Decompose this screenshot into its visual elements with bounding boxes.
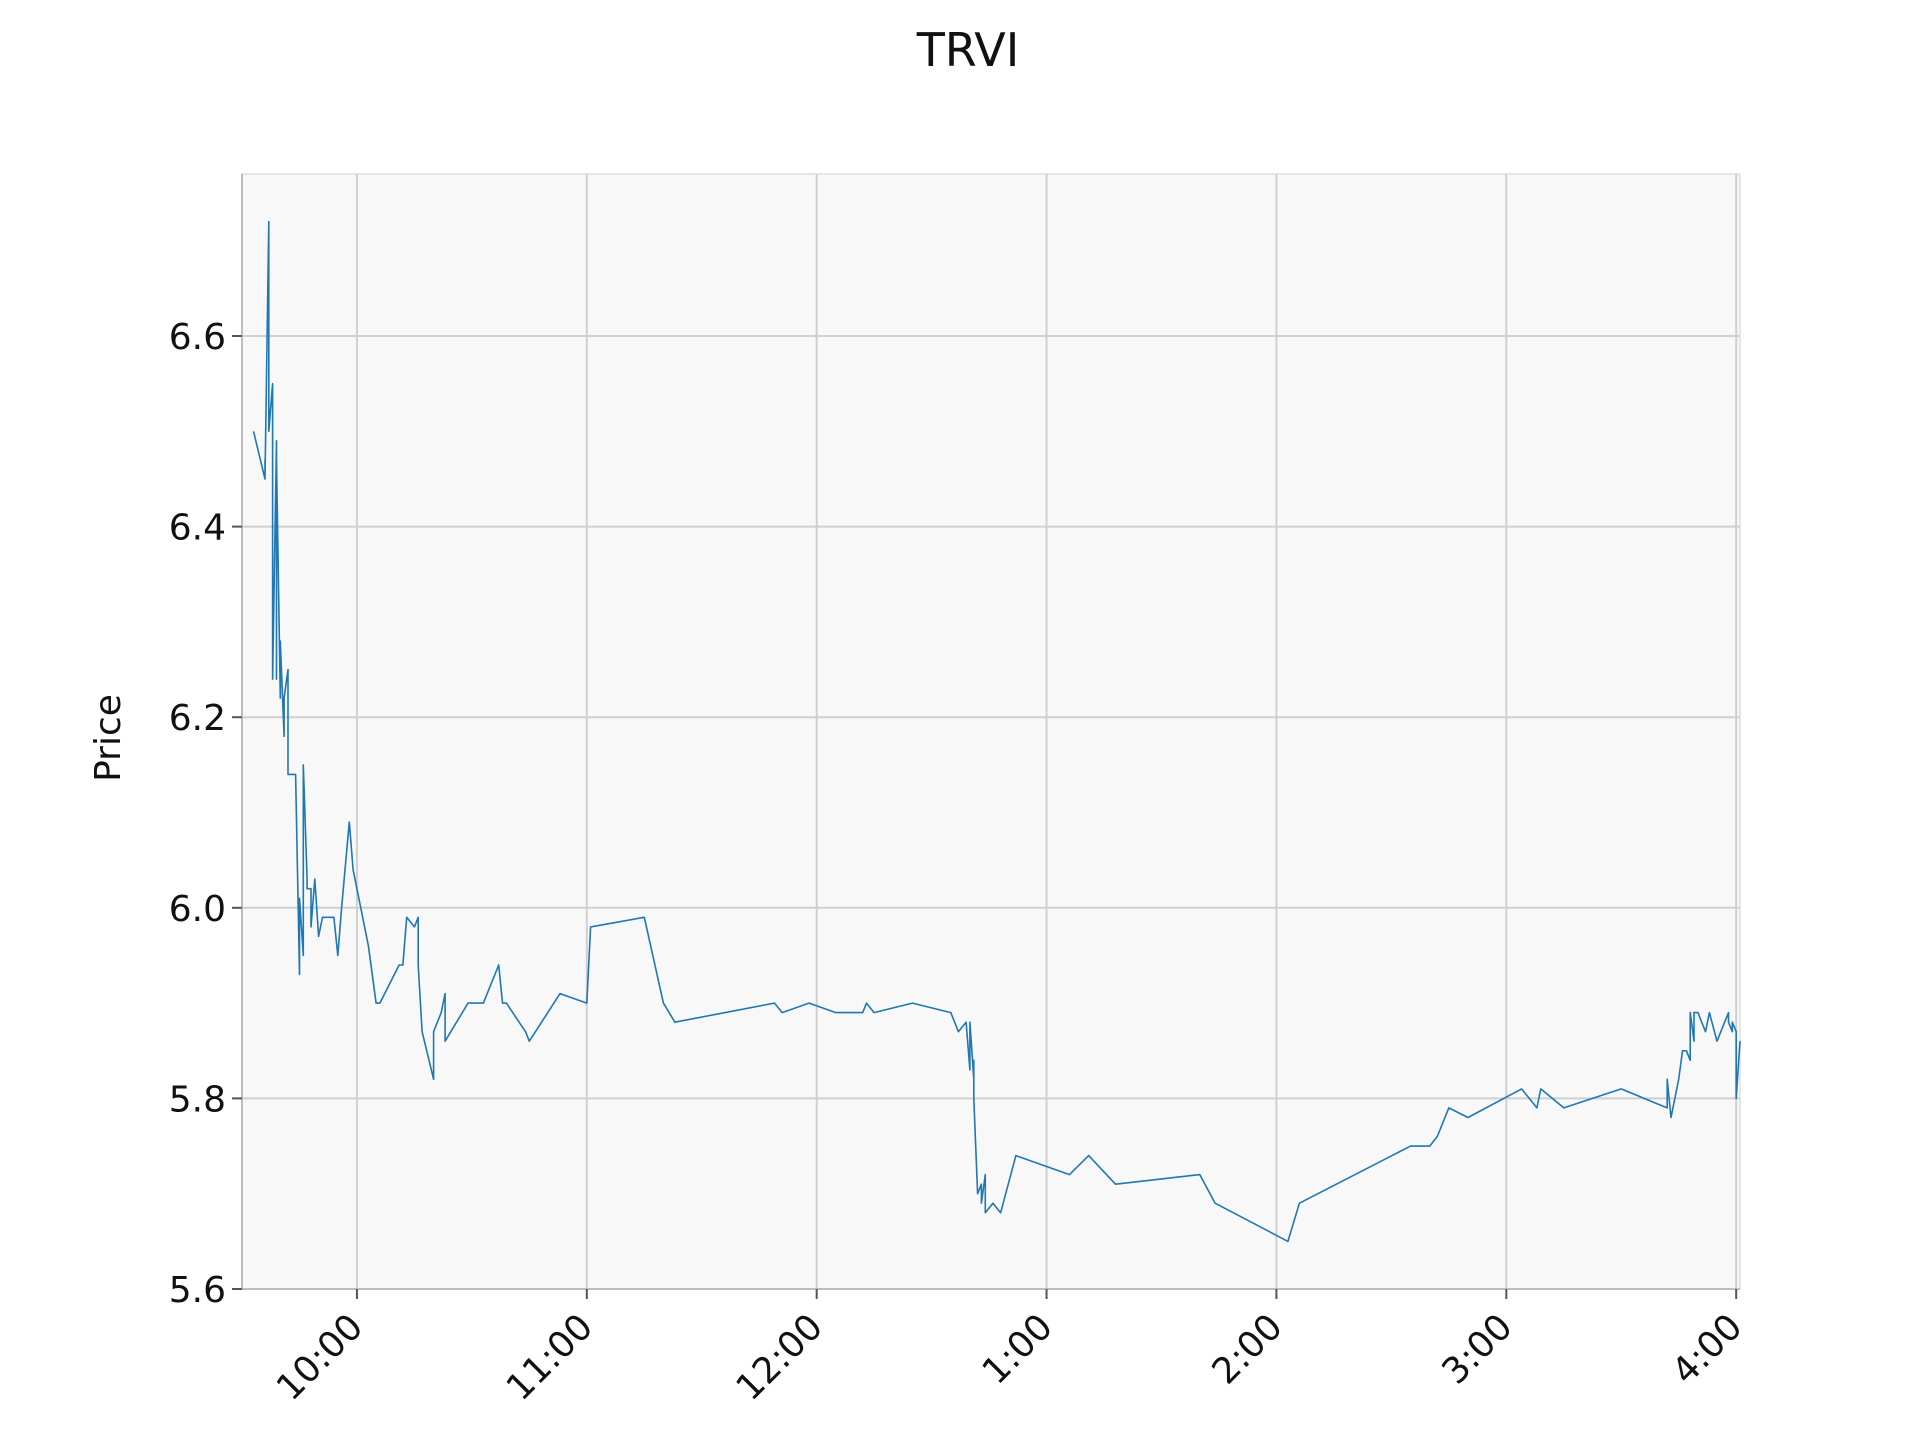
- y-axis-label: Price: [88, 694, 129, 782]
- x-tick-label: 3:00: [1435, 1306, 1521, 1392]
- y-tick-label: 6.4: [169, 508, 226, 549]
- chart-title: TRVI: [916, 23, 1020, 77]
- x-tick-label: 10:00: [269, 1306, 371, 1408]
- x-tick-label: 12:00: [729, 1306, 831, 1408]
- grid: [242, 174, 1740, 1290]
- y-tick-label: 6.2: [169, 698, 226, 739]
- x-tick-label: 2:00: [1205, 1306, 1291, 1392]
- y-tick-label: 5.8: [169, 1079, 226, 1120]
- y-tick-label: 5.6: [169, 1270, 226, 1311]
- y-axis-ticks: 5.6 5.8 6.0 6.2 6.4 6.6: [169, 317, 242, 1311]
- x-axis-ticks: 10:00 11:00 12:00 1:00 2:00 3:00 4:00: [269, 1289, 1751, 1409]
- x-tick-label: 4:00: [1664, 1306, 1750, 1392]
- x-tick-label: 11:00: [499, 1306, 601, 1408]
- y-tick-label: 6.0: [169, 889, 226, 930]
- x-tick-label: 1:00: [975, 1306, 1061, 1392]
- price-line: [252, 220, 1741, 1243]
- y-tick-label: 6.6: [169, 317, 226, 358]
- plot-area: [241, 173, 1741, 1290]
